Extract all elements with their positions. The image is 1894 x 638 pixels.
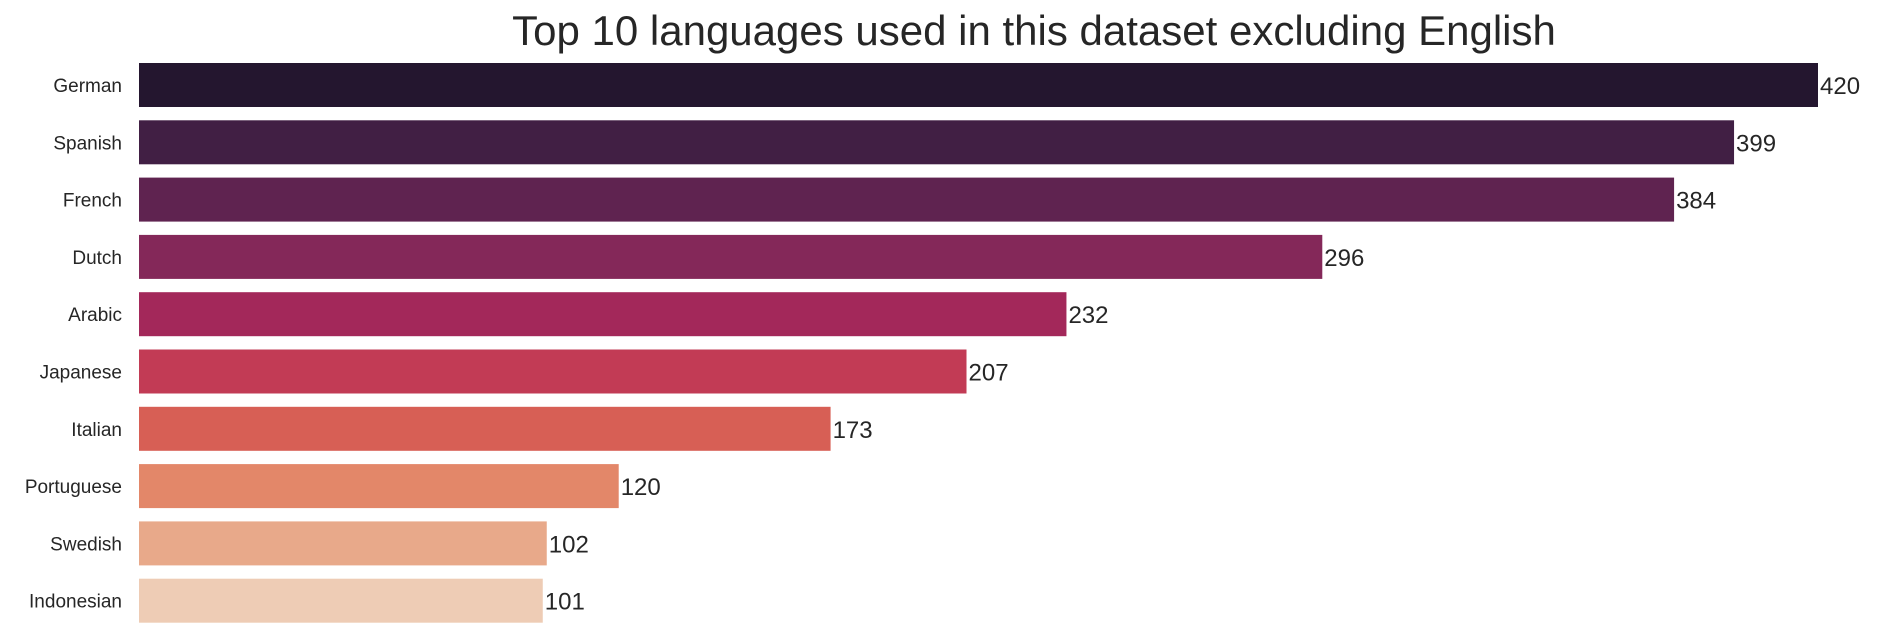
y-tick-label: Indonesian xyxy=(29,592,122,613)
y-tick-label: German xyxy=(53,76,122,97)
data-label: 101 xyxy=(545,589,585,616)
data-label: 120 xyxy=(621,474,661,501)
bar-italian xyxy=(139,406,831,451)
bar-portuguese xyxy=(139,464,619,509)
y-tick-label: Japanese xyxy=(40,363,122,384)
y-tick-label: French xyxy=(63,191,122,212)
y-tick-label: Dutch xyxy=(72,248,122,269)
data-label: 296 xyxy=(1324,245,1364,272)
bar-french xyxy=(139,177,1675,222)
y-tick-label: Spanish xyxy=(53,133,122,154)
bar-german xyxy=(139,63,1818,107)
bars-group xyxy=(139,63,1818,623)
data-label: 102 xyxy=(549,531,589,558)
y-tick-labels: German Spanish French Dutch Arabic Japanese It… xyxy=(25,76,122,613)
data-label: 173 xyxy=(833,417,873,444)
y-tick-label: Portuguese xyxy=(25,477,122,498)
bar-japanese xyxy=(139,349,967,394)
bar-indonesian xyxy=(139,578,543,623)
data-label: 232 xyxy=(1068,302,1108,329)
chart-title: Top 10 languages used in this dataset ex… xyxy=(512,7,1556,54)
bar-dutch xyxy=(139,234,1323,279)
data-label: 399 xyxy=(1736,130,1776,157)
bar-swedish xyxy=(139,521,547,566)
data-label: 384 xyxy=(1676,188,1716,215)
data-labels: 420 399 384 296 232 207 173 120 102 101 xyxy=(545,73,1860,616)
bar-spanish xyxy=(139,120,1735,165)
y-tick-label: Italian xyxy=(71,420,122,441)
y-tick-label: Arabic xyxy=(68,305,122,326)
data-label: 207 xyxy=(969,360,1009,387)
y-tick-label: Swedish xyxy=(50,534,122,555)
bar-arabic xyxy=(139,292,1067,337)
data-label: 420 xyxy=(1820,73,1860,100)
